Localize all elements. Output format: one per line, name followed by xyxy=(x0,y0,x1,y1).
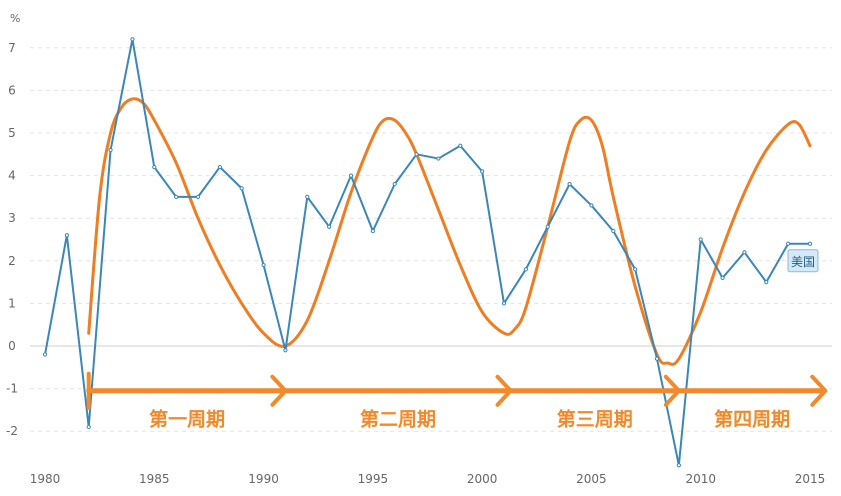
data-point xyxy=(633,267,638,272)
data-point xyxy=(480,169,485,174)
trend-curve-path xyxy=(87,97,812,366)
x-tick-label: 2010 xyxy=(685,472,716,486)
phase-arrow-head xyxy=(495,374,513,407)
data-point xyxy=(523,267,528,272)
data-point xyxy=(764,280,769,285)
y-tick-label: 6 xyxy=(8,83,16,97)
trend-curve xyxy=(87,97,812,366)
x-tick-label: 2005 xyxy=(576,472,607,486)
grid-lines xyxy=(30,47,832,432)
legend-box[interactable] xyxy=(787,249,819,273)
data-point xyxy=(283,348,288,353)
data-point xyxy=(436,156,441,161)
data-point xyxy=(42,352,48,357)
data-point xyxy=(348,173,354,178)
data-point xyxy=(414,152,419,157)
y-tick-label: 7 xyxy=(8,41,16,55)
data-point xyxy=(370,228,375,234)
data-point xyxy=(130,37,135,42)
y-axis-unit: % xyxy=(10,12,20,25)
data-point xyxy=(589,203,594,208)
data-point xyxy=(392,182,397,187)
data-point xyxy=(86,424,91,430)
y-tick-label: -2 xyxy=(6,424,18,438)
data-point xyxy=(195,194,201,199)
x-tick-label: 1985 xyxy=(139,472,170,486)
y-tick-label: 4 xyxy=(8,169,16,183)
data-point xyxy=(611,228,616,234)
y-tick-label: 0 xyxy=(8,339,16,353)
data-point xyxy=(108,147,113,153)
phase-arrow-head xyxy=(270,374,288,407)
y-axis-ticks: -2 -1 0 1 2 3 4 5 6 7 xyxy=(6,41,18,438)
y-tick-label: 3 xyxy=(8,211,16,225)
x-axis-ticks: 1980 1985 1990 1995 2000 2005 2010 2015 xyxy=(30,472,826,486)
data-point xyxy=(720,275,725,280)
data-point xyxy=(64,233,69,238)
phase-arrow-head xyxy=(663,374,681,407)
x-tick-label: 2015 xyxy=(795,472,826,486)
series-line xyxy=(44,38,810,467)
x-tick-label: 1990 xyxy=(248,472,279,486)
phase-arrow-head xyxy=(810,374,828,407)
series-usa xyxy=(42,37,813,468)
x-tick-label: 1995 xyxy=(358,472,389,486)
data-point xyxy=(501,301,507,306)
y-tick-label: 2 xyxy=(8,254,16,268)
data-point xyxy=(217,164,222,170)
data-point xyxy=(654,356,660,361)
data-point xyxy=(698,237,703,242)
data-point xyxy=(458,143,463,148)
data-point xyxy=(545,224,550,229)
phase-arrows: 第一周期 第二周期 第三周期 第四周期 xyxy=(86,371,828,431)
data-point xyxy=(786,241,791,246)
data-point xyxy=(742,250,747,255)
phase-label: 第一周期 xyxy=(149,408,225,431)
data-point xyxy=(152,164,157,170)
data-point xyxy=(239,186,244,191)
phase-label: 第三周期 xyxy=(557,408,633,431)
legend-label[interactable]: 美国 xyxy=(791,255,815,269)
data-point xyxy=(261,262,266,268)
data-point xyxy=(174,194,179,199)
y-tick-label: -1 xyxy=(6,382,18,396)
data-point xyxy=(567,182,572,187)
series-legend[interactable]: 美国 xyxy=(787,249,819,273)
y-tick-label: 1 xyxy=(8,296,16,310)
x-tick-label: 2000 xyxy=(467,472,498,486)
data-point xyxy=(807,241,813,246)
data-point xyxy=(305,194,310,199)
phase-label: 第二周期 xyxy=(360,408,436,431)
y-tick-label: 5 xyxy=(8,126,16,140)
phase-label: 第四周期 xyxy=(714,408,790,431)
x-tick-label: 1980 xyxy=(30,472,61,486)
data-point xyxy=(327,224,332,229)
data-point xyxy=(676,463,681,468)
